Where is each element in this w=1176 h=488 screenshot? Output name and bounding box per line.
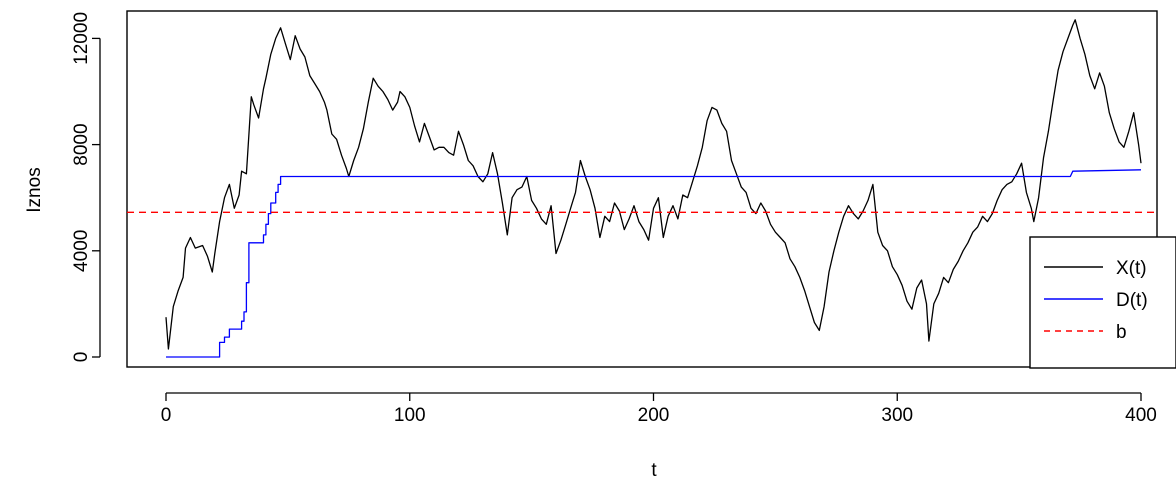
y-tick-label: 12000: [71, 12, 92, 65]
legend-label-x: X(t): [1116, 258, 1147, 279]
legend-label-b: b: [1116, 322, 1127, 343]
y-tick-label: 8000: [71, 123, 92, 165]
legend-label-d: D(t): [1116, 290, 1148, 311]
y-axis-title: Iznos: [24, 167, 45, 212]
y-tick-label: 0: [71, 352, 92, 363]
series-layer: [127, 19, 1157, 358]
x-tick-label: 200: [638, 405, 670, 426]
series-line-0: [165, 19, 1142, 350]
plot-frame: [126, 10, 1158, 368]
x-tick-label: 400: [1125, 405, 1157, 426]
x-tick-label: 300: [881, 405, 913, 426]
x-axis-title: t: [651, 460, 657, 481]
legend: X(t) D(t) b: [1029, 236, 1176, 369]
x-tick-label: 100: [394, 405, 426, 426]
legend-box: [1029, 236, 1176, 369]
y-tick-label: 4000: [71, 230, 92, 272]
series-line-1: [166, 169, 1142, 358]
x-tick-label: 0: [161, 405, 172, 426]
